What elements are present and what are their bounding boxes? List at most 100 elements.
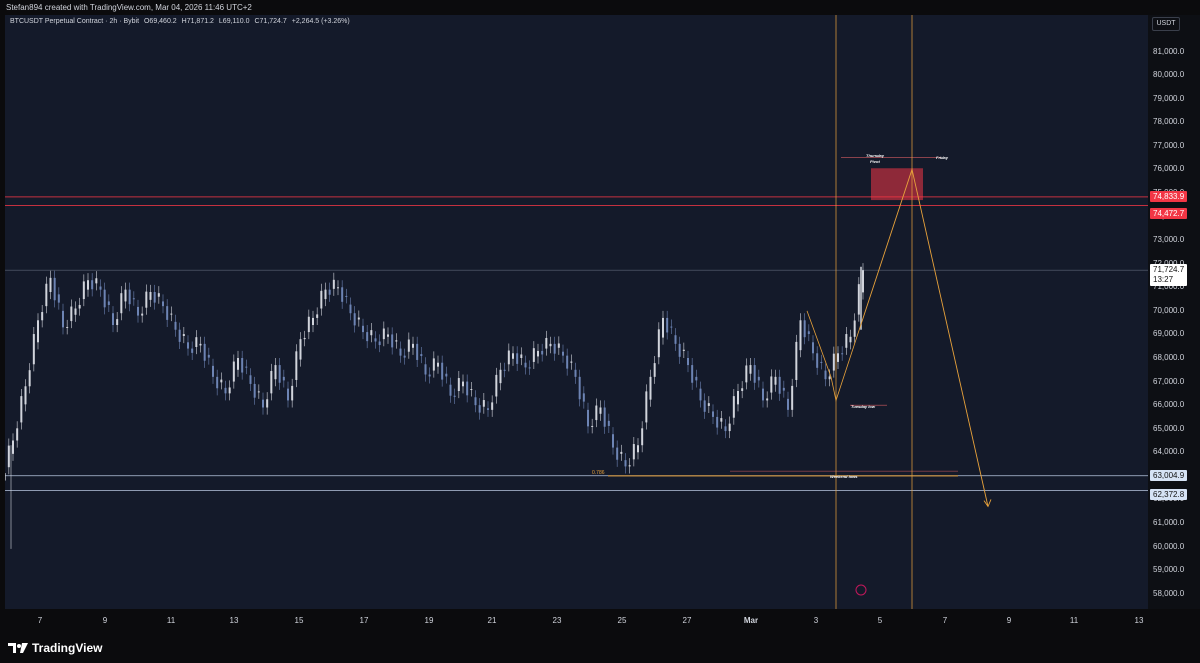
candle-body bbox=[853, 320, 856, 337]
annotation-fib-level[interactable]: 0.786 bbox=[592, 470, 605, 476]
candle-body bbox=[445, 373, 448, 377]
time-tick-label: 15 bbox=[294, 616, 304, 625]
candle-body bbox=[141, 313, 144, 316]
currency-unit-selector[interactable]: USDT bbox=[1152, 17, 1180, 31]
candle-body bbox=[632, 444, 635, 460]
time-tick-label: 19 bbox=[424, 616, 434, 625]
candle-body bbox=[474, 397, 477, 406]
candle-body bbox=[41, 312, 44, 321]
candle-body bbox=[216, 376, 219, 389]
tradingview-brand[interactable]: TradingView bbox=[8, 641, 102, 655]
price-tick-label: 69,000.0 bbox=[1153, 329, 1185, 339]
candle-body bbox=[470, 389, 473, 391]
candle-body bbox=[753, 365, 756, 383]
price-badge-level-lower: 62,372.8 bbox=[1150, 488, 1188, 500]
candle-body bbox=[666, 317, 669, 333]
candle-body bbox=[62, 310, 64, 328]
candle-body bbox=[587, 409, 589, 427]
price-tick-label: 78,000.0 bbox=[1153, 117, 1185, 127]
candle-body bbox=[612, 434, 614, 448]
price-tick-label: 68,000.0 bbox=[1153, 353, 1185, 362]
candle-body bbox=[149, 292, 152, 300]
candle-body bbox=[657, 329, 660, 358]
candle-body bbox=[337, 287, 339, 289]
legend-high: H71,871.2 bbox=[181, 18, 214, 25]
candle-body bbox=[732, 396, 735, 418]
candle-body bbox=[662, 317, 664, 338]
annotation-thursday[interactable]: Thursday bbox=[866, 153, 885, 158]
price-badge-level-upper: 63,004.9 bbox=[1150, 469, 1188, 481]
candle-body bbox=[124, 289, 127, 302]
candle-body bbox=[757, 376, 760, 381]
price-tick-label: 72,000.0 bbox=[1153, 259, 1184, 268]
candle-body bbox=[724, 426, 727, 432]
candle-body bbox=[103, 289, 106, 308]
annotation-weekend-lows[interactable]: Weekend lows bbox=[830, 474, 858, 479]
candle-body bbox=[816, 353, 819, 368]
candle-body bbox=[791, 385, 794, 410]
chart-pane[interactable] bbox=[5, 15, 1148, 609]
candle-body bbox=[491, 402, 494, 410]
time-tick-label: 11 bbox=[1069, 616, 1079, 625]
legend-symbol[interactable]: BTCUSDT Perpetual Contract · 2h · Bybit bbox=[10, 18, 140, 25]
price-tick-label: 59,000.0 bbox=[1153, 565, 1185, 575]
candle-body bbox=[187, 342, 189, 349]
candle-body bbox=[624, 460, 627, 467]
candle-body bbox=[532, 348, 535, 362]
candle-body bbox=[24, 386, 27, 405]
candle-body bbox=[699, 388, 702, 401]
time-tick-label: 21 bbox=[487, 616, 497, 625]
candle-body bbox=[712, 411, 714, 417]
annotation-tuesday-low[interactable]: Tuesday low bbox=[851, 404, 875, 409]
replay-icon bbox=[855, 584, 867, 596]
candle-body bbox=[762, 388, 764, 401]
candle-body bbox=[278, 365, 281, 383]
candle-body bbox=[387, 334, 389, 337]
candle-body bbox=[49, 277, 52, 293]
candle-body bbox=[849, 336, 852, 343]
candle-body bbox=[745, 365, 748, 383]
price-chart[interactable] bbox=[5, 15, 1148, 609]
candle-body bbox=[628, 465, 631, 467]
candle-body bbox=[687, 358, 689, 366]
candle-body bbox=[316, 314, 319, 318]
candle-body bbox=[770, 376, 773, 393]
candle-body bbox=[478, 405, 481, 413]
candle-body bbox=[357, 317, 360, 320]
candle-body bbox=[812, 342, 814, 354]
candle-body bbox=[716, 416, 719, 428]
candle-body bbox=[324, 289, 327, 300]
candle-body bbox=[637, 445, 639, 453]
candle-body bbox=[557, 343, 560, 348]
candle-body bbox=[274, 365, 277, 380]
candle-body bbox=[412, 343, 414, 348]
candle-body bbox=[53, 277, 56, 301]
candle-body bbox=[720, 418, 723, 422]
annotation-pivot[interactable]: Pivot bbox=[870, 159, 880, 164]
author-credit: Stefan894 created with TradingView.com, … bbox=[6, 3, 252, 12]
candle-body bbox=[37, 320, 39, 343]
candle-body bbox=[128, 289, 131, 305]
candle-body bbox=[441, 362, 444, 380]
candle-body bbox=[345, 295, 348, 297]
annotation-friday[interactable]: Friday bbox=[936, 155, 949, 160]
price-axis[interactable] bbox=[1148, 15, 1200, 609]
time-tick-label: 13 bbox=[1134, 616, 1144, 625]
legend-close: C71,724.7 bbox=[254, 18, 287, 25]
candle-body bbox=[403, 355, 406, 358]
candle-body bbox=[74, 308, 77, 315]
price-tick-label: 60,000.0 bbox=[1153, 541, 1185, 551]
candle-body bbox=[32, 334, 35, 365]
time-axis[interactable] bbox=[5, 609, 1148, 637]
candle-body bbox=[182, 334, 185, 337]
price-tick-label: 70,000.0 bbox=[1153, 305, 1185, 315]
legend-change: +2,264.5 (+3.26%) bbox=[291, 18, 350, 25]
top-bar: Stefan894 created with TradingView.com, … bbox=[0, 0, 1200, 15]
candle-body bbox=[237, 358, 239, 370]
candle-body bbox=[828, 376, 831, 380]
candle-body bbox=[462, 381, 464, 387]
candle-body bbox=[507, 350, 510, 365]
time-tick-label: 3 bbox=[813, 616, 819, 625]
footer-bar bbox=[0, 637, 1200, 663]
candle-body bbox=[87, 280, 89, 290]
